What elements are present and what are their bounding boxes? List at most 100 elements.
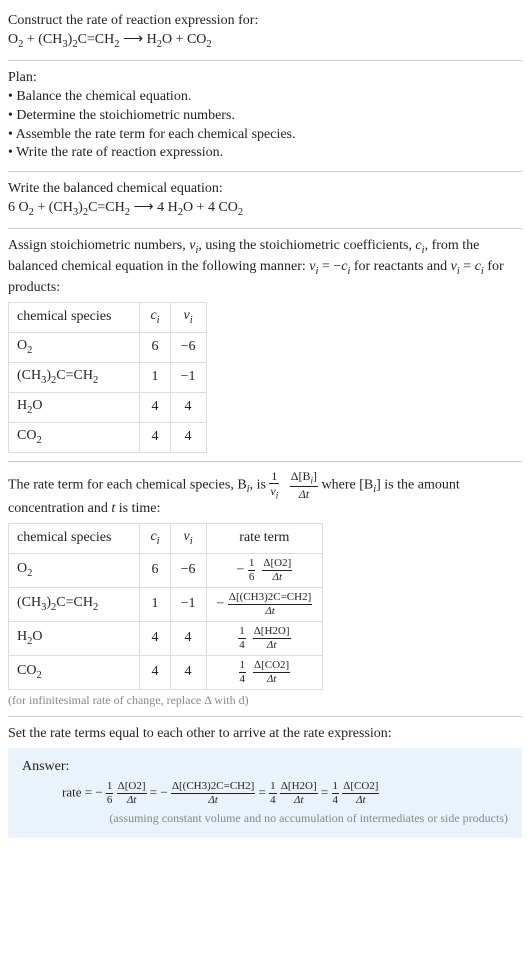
eqn-part: + (CH	[34, 200, 73, 215]
eqn-part: C=CH	[78, 32, 115, 47]
delta-frac: Δ[CO2]Δt	[342, 781, 379, 806]
eqn-part: H	[147, 32, 157, 47]
coef-frac: 14	[269, 781, 277, 806]
delta-frac: Δ[O2]Δt	[117, 781, 147, 806]
cell-species: CO2	[9, 656, 140, 690]
answer-note: (assuming constant volume and no accumul…	[22, 810, 508, 826]
eq: =	[321, 785, 332, 800]
eqn-sub: 2	[206, 39, 211, 50]
txt: =	[460, 259, 475, 274]
cell-c: 4	[140, 392, 170, 422]
rate-equation: rate = − 16 Δ[O2]Δt = − Δ[(CH3)2C=CH2]Δt…	[22, 781, 508, 806]
den: Δt	[290, 487, 318, 500]
rateterm-table: chemical species ci νi rate term O2 6 −6…	[8, 523, 323, 690]
txt: for reactants and	[350, 259, 450, 274]
eqn-arrow: ⟶ 4 H	[130, 200, 178, 215]
cell-rate: 14 Δ[CO2]Δt	[206, 656, 323, 690]
frac-1-over-nu: 1νi	[269, 470, 279, 500]
cell-c: 6	[140, 332, 170, 362]
table-row: O2 6 −6 − 16 Δ[O2]Δt	[9, 554, 323, 588]
table-row: CO2 4 4	[9, 422, 207, 452]
cell-c: 6	[140, 554, 170, 588]
assign-text: Assign stoichiometric numbers, νi, using…	[8, 237, 522, 298]
num: Δ[Bi]	[290, 470, 318, 487]
intro-line: Construct the rate of reaction expressio…	[8, 12, 522, 31]
col-c: ci	[140, 524, 170, 554]
cell-rate: 14 Δ[H2O]Δt	[206, 622, 323, 656]
cell-c: 4	[140, 622, 170, 656]
txt: Assign stoichiometric numbers,	[8, 238, 189, 253]
assign-section: Assign stoichiometric numbers, νi , using…	[8, 229, 522, 462]
cell-nu: −1	[170, 588, 206, 622]
coef-frac: 16	[106, 781, 114, 806]
cell-species: (CH3)2C=CH2	[9, 362, 140, 392]
col-nu: νi	[170, 524, 206, 554]
cell-rate: − Δ[(CH3)2C=CH2]Δt	[206, 588, 323, 622]
coef-frac: 14	[238, 626, 246, 651]
den: νi	[269, 484, 279, 500]
delta-frac: Δ[(CH3)2C=CH2]Δt	[228, 592, 312, 617]
cell-c: 1	[140, 362, 170, 392]
delta-frac: Δ[(CH3)2C=CH2]Δt	[171, 781, 255, 806]
table-row: (CH3)2C=CH2 1 −1 − Δ[(CH3)2C=CH2]Δt	[9, 588, 323, 622]
col-species: chemical species	[9, 303, 140, 333]
plan-bullet: • Balance the chemical equation.	[8, 88, 522, 107]
answer-label: Answer:	[22, 758, 508, 777]
delta-frac: Δ[H2O]Δt	[253, 626, 291, 651]
cell-c: 1	[140, 588, 170, 622]
balanced-heading: Write the balanced chemical equation:	[8, 180, 522, 199]
neg: −	[95, 785, 106, 800]
rate-lhs: rate =	[62, 785, 95, 800]
intro-equation: O2 + (CH3)2C=CH2 ⟶ H2O + CO2	[8, 31, 522, 52]
eq: =	[259, 785, 270, 800]
eqn-arrow: ⟶	[120, 32, 147, 47]
table-row: H2O 4 4 14 Δ[H2O]Δt	[9, 622, 323, 656]
assign-table: chemical species ci νi O2 6 −6 (CH3)2C=C…	[8, 302, 207, 453]
txt: The rate term for each chemical species,…	[8, 477, 247, 492]
cell-nu: −6	[170, 554, 206, 588]
cell-c: 4	[140, 422, 170, 452]
txt: is time:	[115, 501, 160, 516]
rateterm-section: The rate term for each chemical species,…	[8, 462, 522, 717]
plan-bullet: • Assemble the rate term for each chemic…	[8, 126, 522, 145]
eqn-part: 6 O	[8, 200, 29, 215]
final-heading: Set the rate terms equal to each other t…	[8, 725, 522, 744]
cell-nu: −1	[170, 362, 206, 392]
eqn-sub: 2	[238, 207, 243, 218]
table-header-row: chemical species ci νi rate term	[9, 524, 323, 554]
neg: −	[217, 597, 228, 612]
coef-frac: 16	[248, 558, 256, 583]
cell-nu: −6	[170, 332, 206, 362]
final-section: Set the rate terms equal to each other t…	[8, 717, 522, 846]
txt: , using the stoichiometric coefficients,	[198, 238, 415, 253]
plan-bullet: • Write the rate of reaction expression.	[8, 144, 522, 163]
rateterm-text: The rate term for each chemical species,…	[8, 470, 522, 519]
cell-species: O2	[9, 554, 140, 588]
txt: , is	[250, 477, 270, 492]
eqn-part: + (CH	[23, 32, 62, 47]
intro-section: Construct the rate of reaction expressio…	[8, 4, 522, 61]
balanced-equation: 6 O2 + (CH3)2C=CH2 ⟶ 4 H2O + 4 CO2	[8, 199, 522, 220]
eqn-part: O + CO	[162, 32, 206, 47]
col-rate: rate term	[206, 524, 323, 554]
coef-frac: 14	[332, 781, 340, 806]
table-row: H2O 4 4	[9, 392, 207, 422]
plan-section: Plan: • Balance the chemical equation. •…	[8, 61, 522, 172]
table-header-row: chemical species ci νi	[9, 303, 207, 333]
answer-box: Answer: rate = − 16 Δ[O2]Δt = − Δ[(CH3)2…	[8, 748, 522, 838]
cell-species: H2O	[9, 622, 140, 656]
cell-species: (CH3)2C=CH2	[9, 588, 140, 622]
col-species: chemical species	[9, 524, 140, 554]
eqn-part: C=CH	[88, 200, 125, 215]
sub: i	[157, 315, 160, 326]
table-row: (CH3)2C=CH2 1 −1	[9, 362, 207, 392]
col-nu: νi	[170, 303, 206, 333]
cell-nu: 4	[170, 656, 206, 690]
plan-heading: Plan:	[8, 69, 522, 88]
coef-frac: 14	[239, 660, 247, 685]
frac-dBi-dt: Δ[Bi]Δt	[290, 470, 318, 500]
col-c: ci	[140, 303, 170, 333]
cell-species: CO2	[9, 422, 140, 452]
cell-nu: 4	[170, 622, 206, 656]
cell-species: H2O	[9, 392, 140, 422]
